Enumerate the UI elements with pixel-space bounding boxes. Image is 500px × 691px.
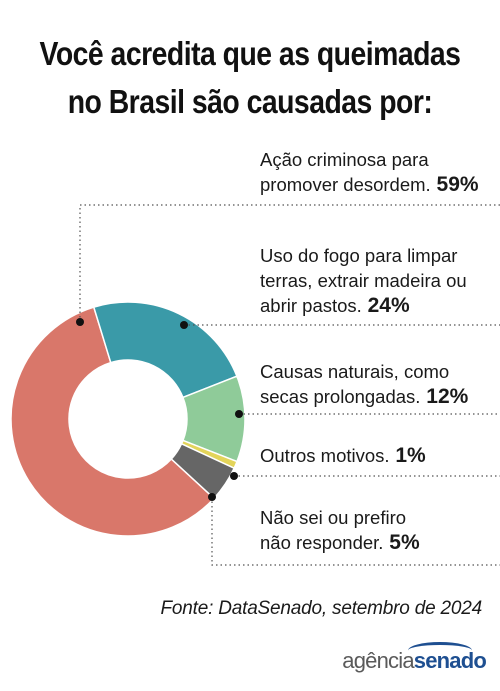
dot-acao-criminosa	[76, 318, 84, 326]
slice-acao-criminosa	[10, 306, 216, 537]
leader-nao-sei	[211, 497, 500, 566]
label-causas-naturais-line-1: Causas naturais, como	[260, 361, 449, 382]
label-uso-do-fogo-line-2: terras, extrair madeira ou	[260, 270, 467, 291]
source-note: Fonte: DataSenado, setembro de 2024	[160, 598, 482, 619]
label-acao-criminosa-line-2: promover desordem. 59%	[260, 173, 479, 196]
label-causas-naturais-line-2: secas prolongadas. 12%	[260, 385, 469, 408]
agencia-senado-logo: agênciasenado	[342, 648, 487, 674]
logo-arc	[408, 642, 472, 659]
label-acao-criminosa-line-1: Ação criminosa para	[260, 149, 429, 170]
value-label-nao-sei: 5%	[383, 531, 420, 554]
title-line-1: Você acredita que as queimadas	[39, 35, 461, 72]
value-label-causas-naturais: 12%	[420, 385, 468, 408]
value-label-uso-do-fogo: 24%	[362, 294, 410, 317]
chart-title: Você acredita que as queimadas no Brasil…	[35, 30, 465, 126]
label-nao-sei-line-1: Não sei ou prefiro	[260, 507, 406, 528]
dot-uso-do-fogo	[180, 321, 188, 329]
label-uso-do-fogo-line-1: Uso do fogo para limpar	[260, 245, 457, 266]
dot-outros-motivos	[230, 472, 238, 480]
dot-nao-sei	[208, 493, 216, 501]
logo-text-agencia: agência	[342, 648, 414, 673]
slice-nao-sei	[170, 442, 236, 500]
label-uso-do-fogo-line-3: abrir pastos. 24%	[260, 294, 410, 317]
slice-uso-do-fogo	[92, 301, 238, 399]
label-outros-motivos-line-1: Outros motivos. 1%	[260, 444, 426, 467]
leader-acao-criminosa	[79, 204, 500, 322]
value-label-outros-motivos: 1%	[390, 444, 427, 467]
title-line-2: no Brasil são causadas por:	[67, 83, 433, 120]
label-nao-sei-line-2: não responder. 5%	[260, 531, 420, 554]
dot-causas-naturais	[235, 410, 243, 418]
value-label-acao-criminosa: 59%	[431, 173, 479, 196]
logo-text-senado: senado	[413, 648, 487, 673]
